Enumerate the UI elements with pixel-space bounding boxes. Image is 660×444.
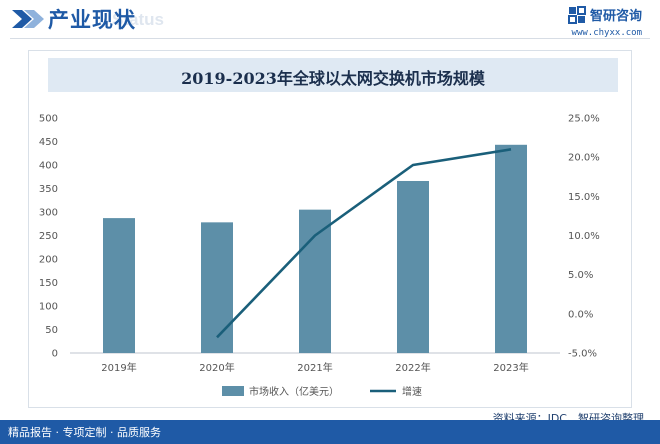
y-right-tick-label: -5.0% — [568, 349, 597, 360]
y-left-tick-label: 450 — [39, 137, 58, 148]
y-left-tick-label: 250 — [39, 231, 58, 242]
right-axis: -5.0% 0.0% 5.0% 10.0% 15.0% 20.0% 25.0% — [568, 114, 600, 360]
legend-line-label: 增速 — [402, 385, 422, 398]
brand-url: www.chyxx.com — [571, 28, 642, 38]
x-axis-labels: 2019年 2020年 2021年 2022年 2023年 — [101, 361, 528, 374]
y-left-tick-label: 350 — [39, 184, 58, 195]
y-right-tick-label: 5.0% — [568, 270, 593, 281]
line-series — [216, 148, 512, 339]
footer-text: 精品报告 · 专项定制 · 品质服务 — [8, 426, 161, 439]
section-title: 产业现状 — [48, 8, 136, 32]
y-left-tick-label: 100 — [39, 302, 58, 313]
legend-bar-swatch — [222, 386, 244, 396]
chevron-icon — [12, 10, 44, 28]
y-right-tick-label: 20.0% — [568, 153, 600, 164]
y-right-tick-label: 15.0% — [568, 192, 600, 203]
y-left-tick-label: 50 — [45, 325, 58, 336]
x-tick-label: 2021年 — [297, 361, 332, 374]
header-divider — [10, 38, 650, 39]
brand: 智研咨询 — [567, 5, 642, 24]
x-tick-label: 2023年 — [493, 361, 528, 374]
brand-logo-icon — [567, 5, 586, 24]
legend: 市场收入（亿美元） 增速 — [222, 385, 422, 398]
y-right-tick-label: 10.0% — [568, 231, 600, 242]
x-tick-label: 2022年 — [395, 361, 430, 374]
bar — [103, 218, 135, 353]
y-right-tick-label: 0.0% — [568, 309, 593, 320]
bar — [201, 222, 233, 353]
x-tick-label: 2019年 — [101, 361, 136, 374]
bar-series — [103, 144, 527, 353]
growth-line — [216, 148, 512, 339]
y-left-tick-label: 0 — [52, 349, 58, 360]
page-header: Status 产业现状 智研咨询 www.chyxx.com — [0, 0, 660, 46]
bar — [299, 209, 331, 353]
legend-bar-label: 市场收入（亿美元） — [249, 385, 339, 398]
brand-name: 智研咨询 — [589, 9, 642, 24]
chart-title-box: 2019-2023年全球以太网交换机市场规模 — [48, 58, 618, 92]
x-tick-label: 2020年 — [199, 361, 234, 374]
y-right-tick-label: 25.0% — [568, 114, 600, 125]
y-left-tick-label: 150 — [39, 278, 58, 289]
y-left-tick-label: 400 — [39, 161, 58, 172]
footer-bar: 精品报告 · 专项定制 · 品质服务 — [0, 420, 660, 444]
section-subtitle-watermark: Status — [112, 10, 164, 29]
bar — [397, 180, 429, 353]
y-left-tick-label: 500 — [39, 114, 58, 125]
y-left-tick-label: 200 — [39, 255, 58, 266]
chart-title: 2019-2023年全球以太网交换机市场规模 — [181, 69, 485, 88]
bar — [495, 144, 527, 353]
y-left-tick-label: 300 — [39, 208, 58, 219]
